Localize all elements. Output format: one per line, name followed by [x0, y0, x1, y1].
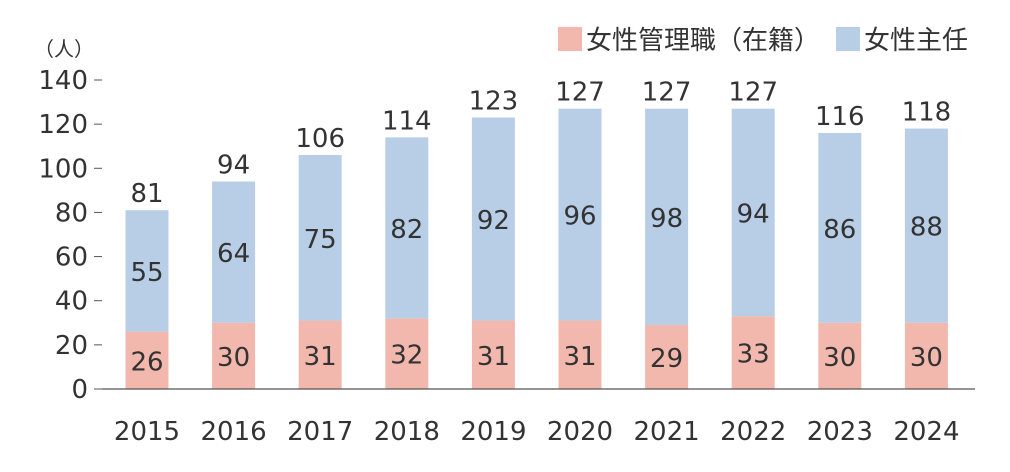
bar-segment-label: 92	[477, 206, 510, 236]
legend-label: 女性主任	[864, 26, 968, 56]
bar-segment-female-managers	[125, 331, 169, 389]
bar-total-label: 118	[902, 98, 952, 128]
bar-segment-label: 30	[217, 343, 250, 373]
bar-total-label: 81	[130, 179, 163, 209]
bar-segment-label: 30	[910, 343, 943, 373]
bar-segment-female-chiefs	[558, 108, 602, 321]
y-tick-label: 80	[55, 198, 88, 228]
bar-segment-label: 82	[390, 215, 423, 245]
bar-segment-label: 33	[737, 340, 770, 370]
bar-segment-label: 96	[563, 202, 596, 232]
bar-segment-female-managers	[385, 318, 429, 389]
bar-segment-label: 75	[304, 225, 337, 255]
bar-segment-label: 29	[650, 344, 683, 374]
bar-segment-label: 55	[130, 258, 163, 288]
bar-segment-female-managers	[471, 320, 515, 389]
bar-total-label: 114	[382, 106, 432, 136]
y-tick-label: 40	[55, 287, 88, 317]
bar-segment-female-chiefs	[471, 117, 515, 321]
y-axis: 0 20 40 60 80 100 120 140	[38, 66, 102, 405]
bar-segment-female-managers	[904, 322, 948, 389]
bar-segment-label: 32	[390, 341, 423, 371]
bar-segment-label: 31	[477, 342, 510, 372]
bar-segment-label: 31	[563, 342, 596, 372]
bar-total-label: 116	[815, 102, 865, 132]
bar-segment-female-managers	[212, 322, 256, 389]
x-tick-label: 2022	[720, 417, 786, 447]
legend: 女性管理職（在籍） 女性主任	[558, 26, 968, 56]
bar-segment-label: 86	[823, 215, 856, 245]
bar-segment-female-managers	[818, 322, 862, 389]
x-tick-label: 2015	[114, 417, 180, 447]
bar-segment-female-chiefs	[212, 181, 256, 323]
x-tick-label: 2016	[201, 417, 267, 447]
bar-segment-label: 98	[650, 204, 683, 234]
bar-segment-female-managers	[731, 316, 775, 389]
bar-segment-female-chiefs	[385, 137, 429, 319]
bar-segment-female-chiefs	[298, 155, 342, 321]
bar-segment-female-chiefs	[125, 210, 169, 332]
y-tick-label: 120	[38, 110, 88, 140]
x-tick-label: 2018	[374, 417, 440, 447]
y-tick-label: 20	[55, 331, 88, 361]
bar-segment-female-chiefs	[904, 128, 948, 323]
x-tick-label: 2024	[893, 417, 959, 447]
bar-segment-label: 30	[823, 343, 856, 373]
bar-total-label: 127	[728, 78, 778, 108]
y-tick-label: 60	[55, 243, 88, 273]
bar-segment-female-managers	[298, 320, 342, 389]
bar-total-label: 123	[469, 87, 519, 117]
x-tick-label: 2021	[634, 417, 700, 447]
x-tick-label: 2023	[807, 417, 873, 447]
legend-swatch	[558, 27, 582, 51]
bar-segment-female-chiefs	[818, 132, 862, 323]
bar-segment-female-managers	[645, 324, 689, 389]
bar-segment-female-chiefs	[645, 108, 689, 325]
x-tick-label: 2017	[287, 417, 353, 447]
x-tick-label: 2020	[547, 417, 613, 447]
bar-segment-female-managers	[558, 320, 602, 389]
y-tick-label: 0	[71, 375, 88, 405]
x-axis: 2015 2016 2017 2018 2019 2020 2021 2022 2023 2024	[102, 388, 975, 447]
bar-segment-label: 26	[130, 347, 163, 377]
bar-segment-label: 94	[737, 199, 770, 229]
y-tick-label: 100	[38, 154, 88, 184]
y-axis-unit-label: （人）	[34, 37, 94, 61]
bar-segment-label: 64	[217, 239, 250, 269]
bar-total-label: 94	[217, 151, 250, 181]
bars: 26 55 81 30 64 94 31 75 106 32 82 114 31 92 123 31 96 127…	[125, 78, 952, 389]
bar-total-label: 127	[642, 78, 692, 108]
x-tick-label: 2019	[460, 417, 526, 447]
bar-segment-label: 31	[304, 342, 337, 372]
legend-label: 女性管理職（在籍）	[586, 26, 820, 56]
legend-swatch	[836, 27, 860, 51]
bar-segment-label: 88	[910, 213, 943, 243]
y-tick-label: 140	[38, 66, 88, 96]
bar-segment-female-chiefs	[731, 108, 775, 317]
bar-total-label: 106	[295, 124, 345, 154]
bar-total-label: 127	[555, 78, 605, 108]
